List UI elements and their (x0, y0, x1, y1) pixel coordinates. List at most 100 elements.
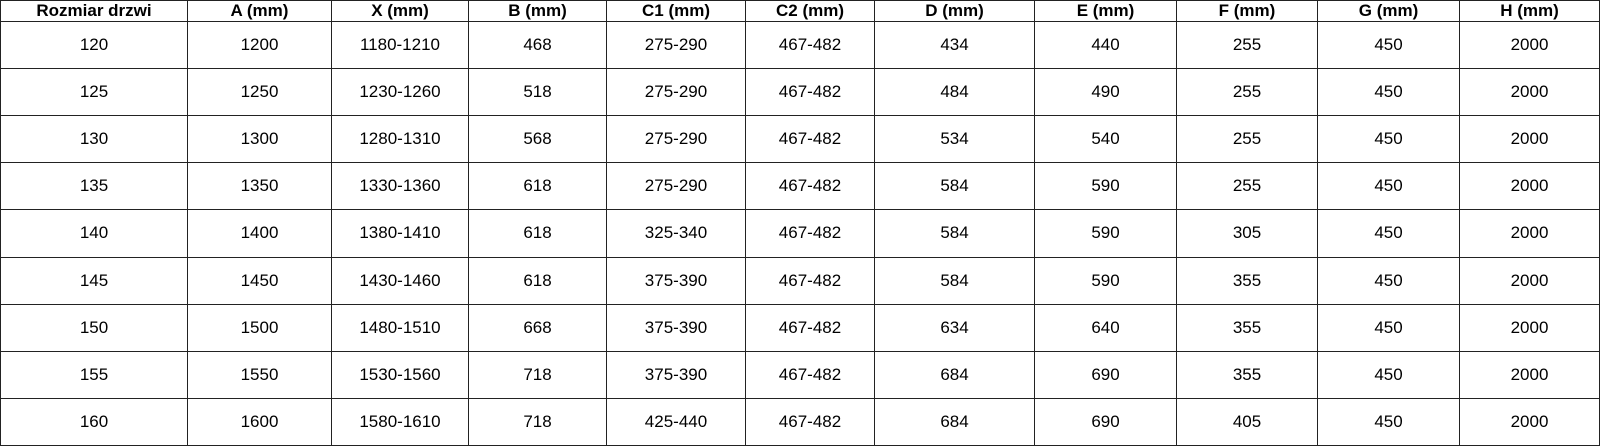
column-header: C2 (mm) (745, 0, 875, 22)
table-cell: 1550 (187, 350, 332, 399)
table-cell: 518 (468, 68, 607, 117)
table-cell: 590 (1034, 256, 1177, 305)
table-cell: 2000 (1459, 68, 1600, 117)
table-cell: 467-482 (745, 303, 875, 352)
table-cell: 325-340 (606, 209, 746, 258)
table-cell: 618 (468, 162, 607, 211)
table-cell: 1430-1460 (331, 256, 469, 305)
table-cell: 467-482 (745, 397, 875, 447)
table-cell: 1230-1260 (331, 68, 469, 117)
table-cell: 590 (1034, 162, 1177, 211)
table-cell: 275-290 (606, 20, 746, 70)
table-cell: 1530-1560 (331, 350, 469, 399)
table-cell: 1580-1610 (331, 397, 469, 447)
table-cell: 618 (468, 209, 607, 258)
table-cell: 2000 (1459, 115, 1600, 164)
column-header: E (mm) (1034, 0, 1177, 22)
table-cell: 467-482 (745, 20, 875, 70)
table-cell: 1250 (187, 68, 332, 117)
table-cell: 2000 (1459, 20, 1600, 70)
table-cell: 684 (874, 350, 1035, 399)
table-cell: 130 (0, 115, 188, 164)
table-cell: 534 (874, 115, 1035, 164)
table-cell: 2000 (1459, 303, 1600, 352)
table-cell: 450 (1317, 303, 1460, 352)
table-cell: 405 (1176, 397, 1318, 447)
table-cell: 1350 (187, 162, 332, 211)
table-cell: 540 (1034, 115, 1177, 164)
table-cell: 2000 (1459, 256, 1600, 305)
table-cell: 640 (1034, 303, 1177, 352)
table-cell: 584 (874, 256, 1035, 305)
table-cell: 467-482 (745, 350, 875, 399)
table-cell: 305 (1176, 209, 1318, 258)
table-cell: 1500 (187, 303, 332, 352)
table-row: 140 1400 1380-1410 618 325-340 467-482 584 590 3… (0, 209, 1600, 258)
table-cell: 690 (1034, 350, 1177, 399)
table-cell: 468 (468, 20, 607, 70)
table-row: 130 1300 1280-1310 568 275-290 467-482 534 540 2… (0, 115, 1600, 164)
table-cell: 160 (0, 397, 188, 447)
table-cell: 484 (874, 68, 1035, 117)
table-row: 150 1500 1480-1510 668 375-390 467-482 634 640 3… (0, 303, 1600, 352)
column-header: C1 (mm) (606, 0, 746, 22)
header-row: Rozmiar drzwi A (mm) X (mm) B (mm) C1 (mm) C2… (0, 0, 1600, 22)
table-cell: 450 (1317, 397, 1460, 447)
table-cell: 275-290 (606, 162, 746, 211)
table-cell: 450 (1317, 209, 1460, 258)
table-cell: 275-290 (606, 68, 746, 117)
table-cell: 584 (874, 162, 1035, 211)
table-cell: 1280-1310 (331, 115, 469, 164)
table-cell: 584 (874, 209, 1035, 258)
table-cell: 718 (468, 397, 607, 447)
table-cell: 1380-1410 (331, 209, 469, 258)
table-cell: 375-390 (606, 256, 746, 305)
table-cell: 467-482 (745, 68, 875, 117)
table-cell: 155 (0, 350, 188, 399)
table-cell: 120 (0, 20, 188, 70)
table-cell: 355 (1176, 303, 1318, 352)
table-row: 135 1350 1330-1360 618 275-290 467-482 584 590 2… (0, 162, 1600, 211)
table-cell: 1180-1210 (331, 20, 469, 70)
table-cell: 618 (468, 256, 607, 305)
table-cell: 450 (1317, 68, 1460, 117)
table-cell: 2000 (1459, 350, 1600, 399)
table-cell: 140 (0, 209, 188, 258)
table-cell: 684 (874, 397, 1035, 447)
table-cell: 255 (1176, 20, 1318, 70)
table-cell: 450 (1317, 115, 1460, 164)
table-cell: 718 (468, 350, 607, 399)
table-cell: 375-390 (606, 303, 746, 352)
table-cell: 135 (0, 162, 188, 211)
table-cell: 490 (1034, 68, 1177, 117)
table-cell: 355 (1176, 350, 1318, 399)
table-cell: 467-482 (745, 162, 875, 211)
column-header: X (mm) (331, 0, 469, 22)
table-cell: 355 (1176, 256, 1318, 305)
column-header: B (mm) (468, 0, 607, 22)
column-header: H (mm) (1459, 0, 1600, 22)
table-row: 145 1450 1430-1460 618 375-390 467-482 584 590 3… (0, 256, 1600, 305)
table-cell: 1480-1510 (331, 303, 469, 352)
table-cell: 1400 (187, 209, 332, 258)
table-cell: 450 (1317, 20, 1460, 70)
table-cell: 467-482 (745, 115, 875, 164)
column-header: G (mm) (1317, 0, 1460, 22)
table-cell: 150 (0, 303, 188, 352)
table-cell: 1200 (187, 20, 332, 70)
column-header: F (mm) (1176, 0, 1318, 22)
column-header: Rozmiar drzwi (0, 0, 188, 22)
column-header: A (mm) (187, 0, 332, 22)
table-row: 125 1250 1230-1260 518 275-290 467-482 484 490 2… (0, 68, 1600, 117)
table-cell: 467-482 (745, 209, 875, 258)
table-cell: 440 (1034, 20, 1177, 70)
table-cell: 668 (468, 303, 607, 352)
table-cell: 425-440 (606, 397, 746, 447)
table-cell: 255 (1176, 115, 1318, 164)
table-row: 155 1550 1530-1560 718 375-390 467-482 684 690 3… (0, 350, 1600, 399)
table-cell: 2000 (1459, 397, 1600, 447)
table-row: 160 1600 1580-1610 718 425-440 467-482 684 690 4… (0, 397, 1600, 447)
table-cell: 634 (874, 303, 1035, 352)
table-cell: 1600 (187, 397, 332, 447)
